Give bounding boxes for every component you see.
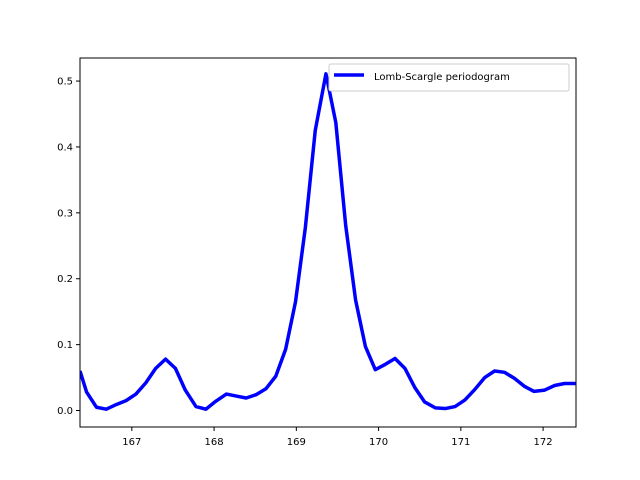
x-tick-label: 169 [287,437,306,448]
legend: Lomb-Scargle periodogram [328,63,570,92]
x-tick-label: 172 [534,437,553,448]
legend-box [328,63,570,92]
x-tick-label: 168 [205,437,224,448]
legend-label: Lomb-Scargle periodogram [374,72,510,83]
y-tick-label: 0.2 [57,274,73,285]
series-line-0 [80,72,576,411]
y-tick-label: 0.4 [57,142,73,153]
y-tick-label: 0.0 [57,406,73,417]
y-tick-label: 0.1 [57,340,73,351]
y-tick-label: 0.3 [57,208,73,219]
x-tick-label: 171 [451,437,470,448]
plot-area [80,58,576,427]
x-tick-label: 167 [122,437,141,448]
plot-frame [79,57,577,428]
x-tick-label: 170 [369,437,388,448]
y-tick-label: 0.5 [57,77,73,88]
